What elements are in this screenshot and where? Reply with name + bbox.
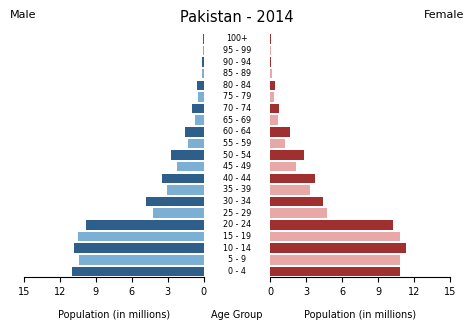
Bar <box>192 104 204 113</box>
Bar <box>201 69 204 79</box>
Bar <box>199 92 204 102</box>
Bar <box>270 197 323 206</box>
Bar <box>270 92 274 102</box>
Bar <box>270 139 285 148</box>
Text: 30 - 34: 30 - 34 <box>223 197 251 206</box>
Bar <box>185 127 204 137</box>
Text: 40 - 44: 40 - 44 <box>223 174 251 183</box>
Bar <box>72 267 204 276</box>
Bar <box>270 127 290 137</box>
Bar <box>270 174 315 183</box>
Bar <box>270 104 279 113</box>
Text: Male: Male <box>9 10 36 20</box>
Bar <box>162 174 204 183</box>
Text: 50 - 54: 50 - 54 <box>223 150 251 160</box>
Bar <box>78 232 204 241</box>
Text: 5 - 9: 5 - 9 <box>228 255 246 264</box>
Text: 85 - 89: 85 - 89 <box>223 69 251 78</box>
Text: 25 - 29: 25 - 29 <box>223 209 251 218</box>
Text: 20 - 24: 20 - 24 <box>223 220 251 229</box>
Text: 80 - 84: 80 - 84 <box>223 81 251 90</box>
Text: Age Group: Age Group <box>211 310 263 320</box>
Text: 0 - 4: 0 - 4 <box>228 267 246 276</box>
Bar <box>171 150 204 160</box>
Text: Pakistan - 2014: Pakistan - 2014 <box>180 10 294 25</box>
Text: 10 - 14: 10 - 14 <box>223 244 251 253</box>
Text: 65 - 69: 65 - 69 <box>223 116 251 125</box>
Bar <box>195 115 204 125</box>
Bar <box>270 185 310 195</box>
Bar <box>79 255 204 265</box>
Text: 75 - 79: 75 - 79 <box>223 92 251 101</box>
Text: 60 - 64: 60 - 64 <box>223 127 251 136</box>
Text: 95 - 99: 95 - 99 <box>223 46 251 55</box>
Bar <box>202 57 204 67</box>
Bar <box>270 115 278 125</box>
Bar <box>270 220 392 230</box>
Text: Population (in millions): Population (in millions) <box>58 310 170 320</box>
Text: 15 - 19: 15 - 19 <box>223 232 251 241</box>
Bar <box>270 267 400 276</box>
Bar <box>74 243 204 253</box>
Bar <box>270 232 400 241</box>
Bar <box>146 197 204 206</box>
Bar <box>197 81 204 90</box>
Bar <box>203 46 204 55</box>
Bar <box>154 209 204 218</box>
Text: Female: Female <box>424 10 465 20</box>
Bar <box>177 162 204 172</box>
Text: 35 - 39: 35 - 39 <box>223 185 251 194</box>
Text: 100+: 100+ <box>226 34 248 43</box>
Text: 45 - 49: 45 - 49 <box>223 162 251 171</box>
Bar <box>270 69 272 79</box>
Bar <box>203 34 204 44</box>
Bar <box>270 243 406 253</box>
Text: Population (in millions): Population (in millions) <box>304 310 416 320</box>
Bar <box>270 162 296 172</box>
Text: 55 - 59: 55 - 59 <box>223 139 251 148</box>
Text: 90 - 94: 90 - 94 <box>223 57 251 67</box>
Bar <box>270 150 304 160</box>
Bar <box>188 139 204 148</box>
Bar <box>86 220 204 230</box>
Bar <box>270 46 271 55</box>
Text: 70 - 74: 70 - 74 <box>223 104 251 113</box>
Bar <box>270 81 275 90</box>
Bar <box>270 255 400 265</box>
Bar <box>270 57 272 67</box>
Bar <box>166 185 204 195</box>
Bar <box>270 209 327 218</box>
